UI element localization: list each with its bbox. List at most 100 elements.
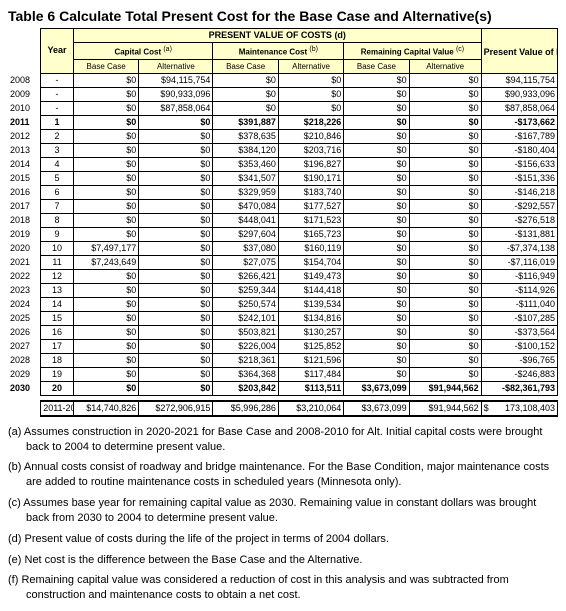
table-row: 20188$0$0$448,041$171,523$0$0-$276,518 — [8, 213, 558, 227]
table-cell: $94,115,754 — [481, 73, 557, 87]
table-cell: $0 — [139, 143, 213, 157]
table-cell: 11 — [41, 255, 74, 269]
table-cell: $0 — [139, 227, 213, 241]
table-row: 202111$7,243,649$0$27,075$154,704$0$0-$7… — [8, 255, 558, 269]
totals-ra: $91,944,562 — [409, 401, 481, 416]
table-cell: - — [41, 87, 74, 101]
table-cell: $364,368 — [213, 367, 278, 381]
table-cell: $177,527 — [278, 199, 343, 213]
table-cell: $0 — [409, 157, 481, 171]
table-cell: $0 — [139, 171, 213, 185]
table-cell: -$167,789 — [481, 129, 557, 143]
table-row: 20177$0$0$470,084$177,527$0$0-$292,557 — [8, 199, 558, 213]
table-cell: $90,933,096 — [481, 87, 557, 101]
table-row: 203020$0$0$203,842$113,511$3,673,099$91,… — [8, 381, 558, 395]
table-cell: $0 — [139, 241, 213, 255]
footnote-f: (f) Remaining capital value was consider… — [8, 573, 558, 603]
table-row: 20144$0$0$353,460$196,827$0$0-$156,633 — [8, 157, 558, 171]
table-cell: $341,507 — [213, 171, 278, 185]
table-cell: -$116,949 — [481, 269, 557, 283]
table-cell: 2025 — [8, 311, 41, 325]
table-cell: $0 — [344, 227, 409, 241]
table-cell: $0 — [139, 325, 213, 339]
table-row: 2009-$0$90,933,096$0$0$0$0$90,933,096 — [8, 87, 558, 101]
table-cell: $0 — [139, 283, 213, 297]
table-cell: 2009 — [8, 87, 41, 101]
table-cell: $0 — [73, 367, 138, 381]
table-cell: $0 — [409, 87, 481, 101]
table-cell: $0 — [278, 73, 343, 87]
table-row: 202010$7,497,177$0$37,080$160,119$0$0-$7… — [8, 241, 558, 255]
footnotes: (a) Assumes construction in 2020-2021 fo… — [8, 425, 558, 603]
table-cell: $448,041 — [213, 213, 278, 227]
table-cell: -$107,285 — [481, 311, 557, 325]
table-cell: $0 — [344, 73, 409, 87]
table-cell: 2016 — [8, 185, 41, 199]
cost-table: Year PRESENT VALUE OF COSTS (d) Present … — [8, 28, 558, 396]
table-cell: $203,716 — [278, 143, 343, 157]
table-row: 202616$0$0$503,821$130,257$0$0-$373,564 — [8, 325, 558, 339]
totals-table: 2011-2030 $14,740,826 $272,906,915 $5,99… — [8, 400, 558, 417]
table-cell: $0 — [139, 213, 213, 227]
table-cell: $259,344 — [213, 283, 278, 297]
table-cell: $113,511 — [278, 381, 343, 395]
table-cell: $0 — [73, 101, 138, 115]
table-cell: 2013 — [8, 143, 41, 157]
table-cell: $0 — [73, 73, 138, 87]
table-cell: 6 — [41, 185, 74, 199]
table-cell: $0 — [73, 353, 138, 367]
table-cell: $0 — [139, 367, 213, 381]
table-cell: 13 — [41, 283, 74, 297]
table-cell: $37,080 — [213, 241, 278, 255]
table-cell: 2019 — [8, 227, 41, 241]
hdr-capital: Capital Cost (a) — [73, 43, 213, 60]
table-cell: 2014 — [8, 157, 41, 171]
table-cell: -$156,633 — [481, 157, 557, 171]
table-cell: $0 — [73, 297, 138, 311]
footnote-e: (e) Net cost is the difference between t… — [8, 553, 558, 568]
table-cell: $218,361 — [213, 353, 278, 367]
table-cell: $0 — [139, 129, 213, 143]
table-cell: $226,004 — [213, 339, 278, 353]
table-row: 2010-$0$87,858,064$0$0$0$0$87,858,064 — [8, 101, 558, 115]
table-cell: 3 — [41, 143, 74, 157]
table-cell: $0 — [139, 311, 213, 325]
table-cell: 14 — [41, 297, 74, 311]
table-cell: 1 — [41, 115, 74, 129]
table-cell: $0 — [409, 115, 481, 129]
table-row: 202717$0$0$226,004$125,852$0$0-$100,152 — [8, 339, 558, 353]
table-cell: -$246,883 — [481, 367, 557, 381]
footnote-a: (a) Assumes construction in 2020-2021 fo… — [8, 425, 558, 455]
table-cell: $0 — [139, 255, 213, 269]
hdr-remain: Remaining Capital Value (c) — [344, 43, 481, 60]
table-cell: $0 — [344, 101, 409, 115]
table-row: 202313$0$0$259,344$144,418$0$0-$114,926 — [8, 283, 558, 297]
totals-net: $173,108,403 — [481, 401, 557, 416]
hdr-rem-alt: Alternative — [409, 59, 481, 73]
hdr-pv-costs: PRESENT VALUE OF COSTS (d) — [73, 29, 481, 43]
table-cell: -$276,518 — [481, 213, 557, 227]
table-cell: $0 — [73, 339, 138, 353]
footnote-b: (b) Annual costs consist of roadway and … — [8, 460, 558, 490]
totals-label: 2011-2030 — [41, 401, 74, 416]
table-cell: 2018 — [8, 213, 41, 227]
table-cell: $266,421 — [213, 269, 278, 283]
table-row: 20122$0$0$378,635$210,846$0$0-$167,789 — [8, 129, 558, 143]
table-cell: $0 — [409, 199, 481, 213]
totals-cb: $14,740,826 — [73, 401, 138, 416]
table-cell: $0 — [73, 283, 138, 297]
table-cell: $0 — [409, 311, 481, 325]
table-cell: $0 — [73, 325, 138, 339]
table-cell: $91,944,562 — [409, 381, 481, 395]
table-cell: -$82,361,793 — [481, 381, 557, 395]
hdr-rem-base: Base Case — [344, 59, 409, 73]
table-cell: $0 — [73, 157, 138, 171]
table-cell: $0 — [344, 143, 409, 157]
table-cell: $0 — [344, 269, 409, 283]
table-cell: 2011 — [8, 115, 41, 129]
hdr-maint-base: Base Case — [213, 59, 278, 73]
table-cell: $0 — [409, 171, 481, 185]
table-row: 202818$0$0$218,361$121,596$0$0-$96,765 — [8, 353, 558, 367]
table-row: 20166$0$0$329,959$183,740$0$0-$146,218 — [8, 185, 558, 199]
table-cell: $218,226 — [278, 115, 343, 129]
